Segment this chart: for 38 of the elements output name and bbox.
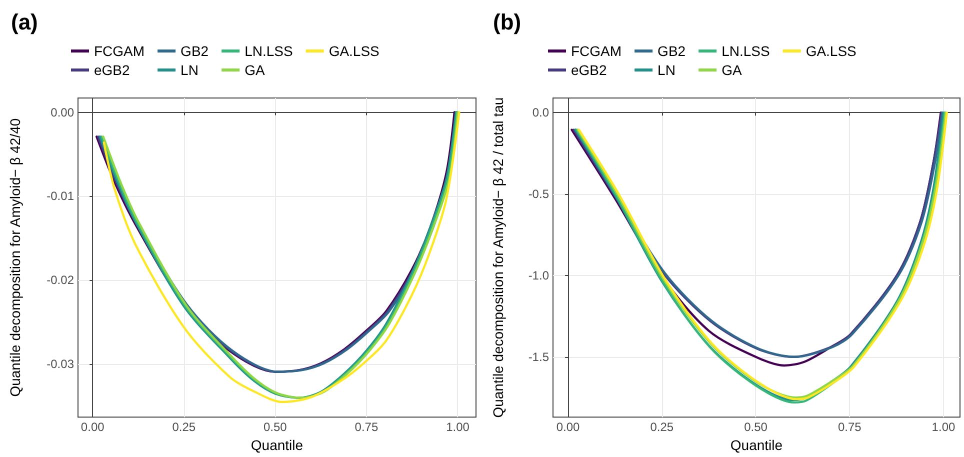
- legend-label: LN.LSS: [722, 43, 770, 59]
- legend-label: GB2: [180, 43, 209, 59]
- x-tick-label: 0.25: [650, 420, 674, 434]
- x-axis-title: Quantile: [250, 437, 304, 453]
- legend-label: LN.LSS: [244, 43, 293, 59]
- y-tick-label: -0.03: [46, 357, 74, 372]
- legend-label: eGB2: [571, 62, 608, 78]
- legend-label: LN: [180, 62, 198, 78]
- y-tick-label: -0.5: [528, 187, 550, 202]
- y-tick-label: 0.00: [50, 105, 74, 120]
- legend-label: FCGAM: [94, 43, 145, 59]
- legend-label: LN: [658, 62, 676, 78]
- chart-title: (b): [493, 10, 522, 34]
- legend-label: GB2: [658, 43, 686, 59]
- legend-label: FCGAM: [571, 43, 622, 59]
- x-tick-label: 1.00: [932, 420, 956, 434]
- x-tick-label: 0.50: [263, 420, 288, 434]
- x-tick-label: 0.50: [744, 420, 768, 434]
- x-tick-label: 0.00: [80, 420, 105, 434]
- x-tick-label: 0.75: [838, 420, 862, 434]
- x-tick-label: 0.25: [172, 420, 196, 434]
- legend-label: GA.LSS: [806, 43, 856, 59]
- x-axis-title: Quantile: [730, 437, 783, 453]
- x-tick-label: 1.00: [446, 420, 470, 434]
- legend-label: GA: [722, 62, 742, 78]
- x-tick-label: 0.00: [556, 420, 580, 434]
- y-axis-title: Quantile decomposition for Amyloid− β 42 / total tau: [490, 97, 506, 418]
- y-tick-label: -0.02: [46, 273, 74, 288]
- y-tick-label: -0.01: [46, 189, 74, 204]
- x-tick-label: 0.75: [354, 420, 378, 434]
- chart-title: (a): [11, 10, 38, 34]
- y-axis-title: Quantile decomposition for Amyloid− β 42/40: [7, 118, 23, 397]
- y-tick-label: -1.0: [528, 268, 550, 282]
- legend-label: eGB2: [94, 62, 130, 78]
- legend-label: GA.LSS: [328, 43, 380, 59]
- legend-label: GA: [244, 62, 266, 78]
- y-tick-label: -1.5: [528, 350, 550, 364]
- y-tick-label: 0.0: [532, 106, 550, 120]
